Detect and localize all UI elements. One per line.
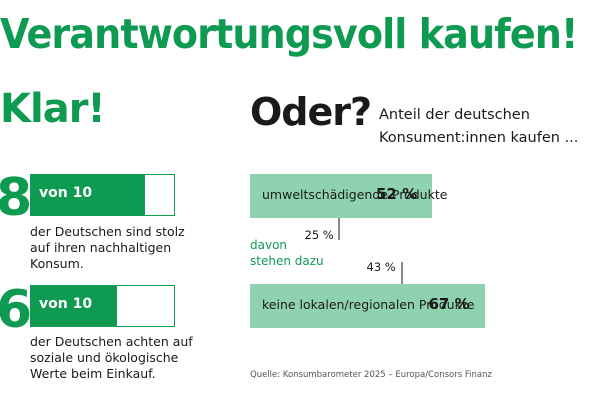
bar-umweltschaedigende-produkte: umweltschädigende Produkte 52 % (250, 174, 447, 218)
statement-2-line-1: der Deutschen achten auf (30, 334, 193, 349)
davon-line-2: stehen dazu (250, 254, 324, 268)
sub-value-connector-2 (400, 262, 403, 284)
bar-value-2: 67 % (428, 295, 470, 313)
right-heading: Oder? (250, 90, 372, 134)
subtitle-line-1: Anteil der deutschen (379, 107, 530, 123)
bar-keine-lokalen-produkte: keine lokalen/regionalen Produkte 67 % (250, 284, 485, 328)
left-heading: Klar! (0, 86, 106, 132)
headline: Verantwortungsvoll kaufen! (0, 10, 578, 58)
scale-label-2: von 10 (39, 296, 93, 312)
scale-label-1: von 10 (39, 185, 93, 201)
scale-fill-2 (31, 286, 117, 326)
bar-value-1: 52 % (376, 185, 418, 203)
davon-label: davon stehen dazu (250, 237, 324, 269)
stat-number-1: 8 (0, 168, 33, 228)
bar-label-1: umweltschädigende Produkte (262, 187, 448, 202)
statement-1: der Deutschen sind stolz auf ihren nachh… (30, 224, 240, 272)
statement-2: der Deutschen achten auf soziale und öko… (30, 334, 240, 382)
statement-2-line-2: soziale und ökologische (30, 350, 179, 365)
scale-box-1: von 10 (30, 174, 175, 216)
subtitle-line-2: Konsument:innen kaufen ... (379, 130, 579, 146)
statement-1-line-1: der Deutschen sind stolz (30, 224, 185, 239)
sub-value-1: 25 % (304, 228, 334, 242)
statement-1-line-3: Konsum. (30, 256, 84, 271)
source-note: Quelle: Konsumbarometer 2025 – Europa/Co… (250, 370, 492, 380)
statement-2-line-3: Werte beim Einkauf. (30, 366, 156, 381)
scale-box-2: von 10 (30, 285, 175, 327)
sub-value-2: 43 % (366, 260, 396, 274)
statement-1-line-2: auf ihren nachhaltigen (30, 240, 172, 255)
scale-fill-1 (31, 175, 146, 215)
davon-line-1: davon (250, 238, 288, 252)
stat-number-2: 6 (0, 280, 33, 340)
sub-value-connector-1 (337, 218, 340, 240)
bar-label-2: keine lokalen/regionalen Produkte (262, 297, 475, 312)
chart-subtitle: Anteil der deutschen Konsument:innen kau… (379, 104, 600, 150)
